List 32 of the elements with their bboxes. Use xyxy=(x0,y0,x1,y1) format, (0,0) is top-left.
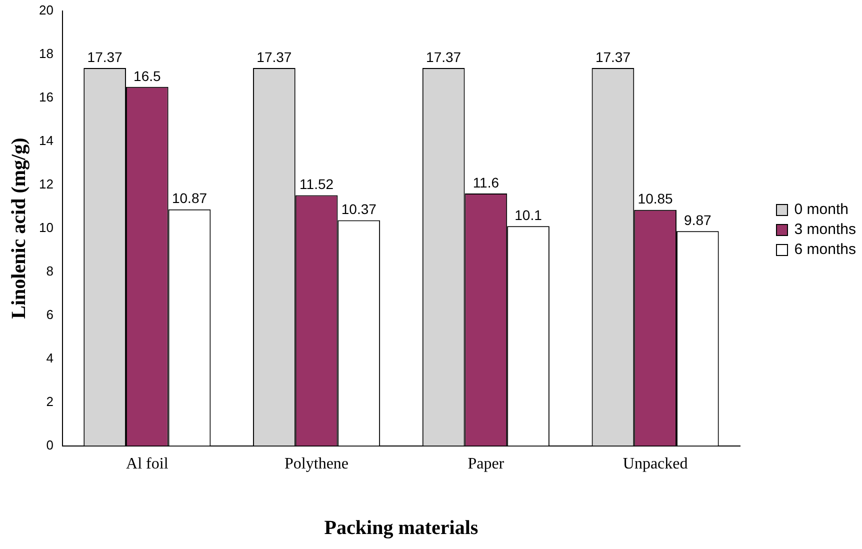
data-label: 11.6 xyxy=(472,174,500,190)
y-tick-label: 8 xyxy=(46,263,54,278)
y-axis-title: Linolenic acid (mg/g) xyxy=(8,138,30,319)
y-tick-label: 20 xyxy=(38,2,54,18)
data-label: 17.37 xyxy=(87,48,123,65)
y-tick-label: 16 xyxy=(38,89,54,104)
data-label: 16.5 xyxy=(134,68,161,84)
data-label: 10.1 xyxy=(514,206,542,223)
x-tick-label: Polythene xyxy=(284,456,349,473)
x-tick-label: Paper xyxy=(468,456,505,473)
data-label: 9.87 xyxy=(684,212,712,228)
y-tick-label: 18 xyxy=(38,46,54,61)
y-tick-label: 0 xyxy=(46,437,54,452)
data-label: 10.87 xyxy=(172,190,208,206)
y-tick-label: 4 xyxy=(46,350,54,366)
legend-label: 3 months xyxy=(794,221,856,238)
y-tick-label: 6 xyxy=(46,306,54,322)
data-label: 17.37 xyxy=(426,48,462,65)
y-tick-label: 14 xyxy=(38,132,54,148)
data-label: 10.85 xyxy=(638,190,674,207)
y-tick-label: 10 xyxy=(38,220,54,235)
x-tick-label: Unpacked xyxy=(622,456,688,473)
legend-label: 0 month xyxy=(794,201,848,218)
x-tick-label: Al foil xyxy=(126,456,169,473)
x-axis-title: Packing materials xyxy=(324,517,478,540)
data-label: 17.37 xyxy=(256,48,292,65)
data-label: 11.52 xyxy=(300,176,334,192)
text: 6 months xyxy=(794,241,856,258)
y-tick-label: 12 xyxy=(38,176,54,192)
data-label: 10.37 xyxy=(341,201,377,218)
data-label: 17.37 xyxy=(595,48,631,65)
y-tick-label: 2 xyxy=(46,394,54,409)
